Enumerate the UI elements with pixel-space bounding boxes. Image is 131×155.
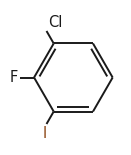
Text: Cl: Cl [48,15,62,30]
Text: I: I [43,126,47,141]
Text: F: F [9,70,18,85]
